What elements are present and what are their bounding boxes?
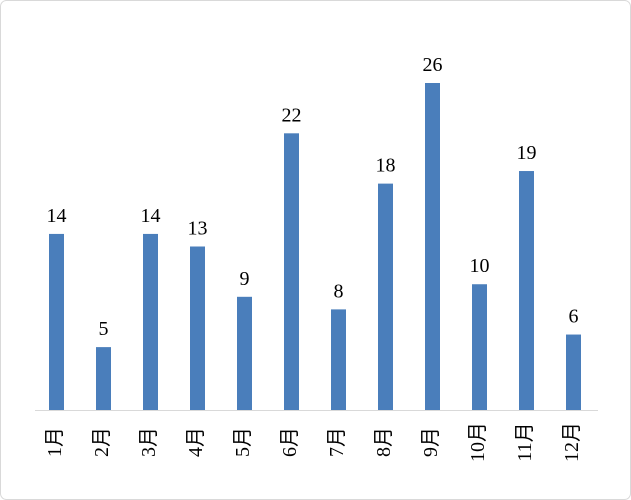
x-tick-label: 8月 <box>373 427 395 457</box>
data-label: 6 <box>569 306 579 328</box>
bar <box>378 183 393 410</box>
bar <box>472 284 487 410</box>
x-tick-label: 3月 <box>138 427 160 457</box>
x-tick-label: 12月 <box>561 422 583 462</box>
data-label: 5 <box>99 318 109 340</box>
bar <box>566 334 581 410</box>
x-tick-label: 7月 <box>326 427 348 457</box>
bar <box>143 233 158 410</box>
x-tick-label: 5月 <box>232 427 254 457</box>
data-label: 18 <box>376 155 396 177</box>
data-label: 9 <box>240 268 250 290</box>
data-label: 14 <box>47 205 67 227</box>
data-label: 22 <box>282 104 302 126</box>
bar <box>331 309 346 410</box>
x-tick-label: 11月 <box>514 422 536 461</box>
data-label: 8 <box>334 280 344 302</box>
x-tick-label: 6月 <box>279 427 301 457</box>
x-tick-label: 10月 <box>467 422 489 462</box>
x-tick-label: 2月 <box>91 427 113 457</box>
bar <box>190 246 205 410</box>
data-label: 10 <box>470 255 490 277</box>
bar <box>519 171 534 410</box>
bar <box>96 347 111 410</box>
bar <box>237 296 252 410</box>
x-tick-label: 9月 <box>420 427 442 457</box>
x-tick-label: 4月 <box>185 427 207 457</box>
data-label: 13 <box>188 218 208 240</box>
data-label: 19 <box>517 142 537 164</box>
bar <box>284 133 299 411</box>
data-label: 26 <box>423 54 443 76</box>
data-label: 14 <box>141 205 161 227</box>
bar <box>49 233 64 410</box>
bar <box>425 83 440 410</box>
x-tick-label: 1月 <box>44 427 66 457</box>
